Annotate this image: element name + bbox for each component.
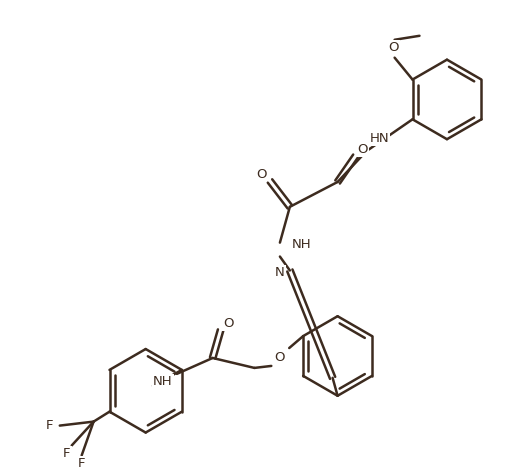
Text: NH: NH xyxy=(153,375,173,388)
Text: NH: NH xyxy=(292,238,312,251)
Text: O: O xyxy=(223,317,234,330)
Text: F: F xyxy=(63,447,71,460)
Text: N: N xyxy=(275,266,285,279)
Text: O: O xyxy=(256,168,266,180)
Text: F: F xyxy=(78,457,86,470)
Text: F: F xyxy=(46,419,53,432)
Text: O: O xyxy=(274,351,285,365)
Text: HN: HN xyxy=(370,132,389,145)
Text: O: O xyxy=(357,143,367,155)
Text: O: O xyxy=(389,41,399,54)
